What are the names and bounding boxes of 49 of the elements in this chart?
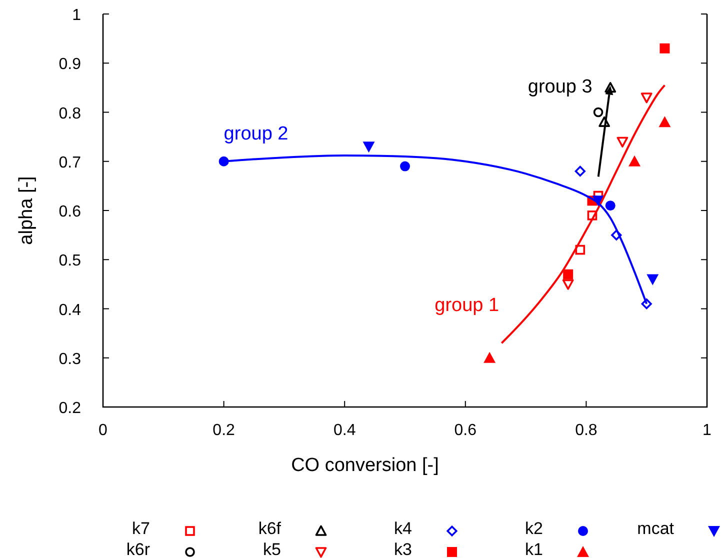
point: [563, 269, 574, 280]
y-tick-label: 0.4: [58, 302, 82, 319]
point: [400, 161, 410, 172]
y-axis-title: alpha [-]: [16, 176, 37, 245]
point: [605, 200, 616, 211]
x-axis-title: CO conversion [-]: [291, 455, 439, 476]
legend-label: k1: [525, 540, 543, 558]
y-tick-label: 0.8: [58, 105, 82, 122]
legend-label: k4: [394, 519, 412, 538]
x-tick-label: 0.4: [333, 422, 356, 439]
legend-label: k5: [263, 540, 281, 558]
x-tick-label: 0.2: [212, 422, 236, 439]
legend-label: k6f: [258, 519, 282, 538]
y-tick-label: 1: [72, 7, 82, 24]
x-tick-label: 0.6: [454, 422, 477, 439]
point: [574, 166, 586, 176]
point: [575, 244, 586, 255]
legend-label: k7: [132, 519, 150, 538]
point: [616, 136, 628, 148]
annotation: group 2: [224, 123, 288, 144]
point: [641, 298, 652, 310]
point: [646, 274, 659, 286]
y-tick-label: 0.2: [58, 400, 82, 417]
legend-label: mcat: [637, 519, 674, 538]
point: [628, 155, 641, 166]
point: [640, 92, 652, 104]
y-tick-label: 0.7: [58, 154, 82, 172]
x-tick-label: 0.8: [575, 422, 598, 439]
point: [593, 107, 604, 118]
annotation: group 1: [434, 295, 500, 316]
point: [484, 352, 496, 363]
legend-label: k2: [525, 519, 543, 538]
annotation: group 3: [528, 76, 592, 98]
legend-label: k6r: [126, 540, 150, 558]
point: [658, 116, 671, 128]
y-tick-label: 0.9: [58, 56, 82, 74]
point: [660, 43, 670, 54]
point: [598, 116, 610, 127]
point: [611, 230, 622, 240]
point: [604, 82, 616, 93]
point: [587, 210, 598, 220]
legend-label: k3: [394, 540, 412, 558]
point: [562, 279, 574, 290]
y-tick-label: 0.5: [58, 252, 82, 270]
x-tick-label: 0: [98, 422, 108, 439]
x-tick-label: 1: [702, 422, 712, 439]
y-tick-label: 0.3: [58, 350, 82, 368]
y-tick-label: 0.6: [58, 204, 82, 220]
point: [362, 142, 375, 153]
